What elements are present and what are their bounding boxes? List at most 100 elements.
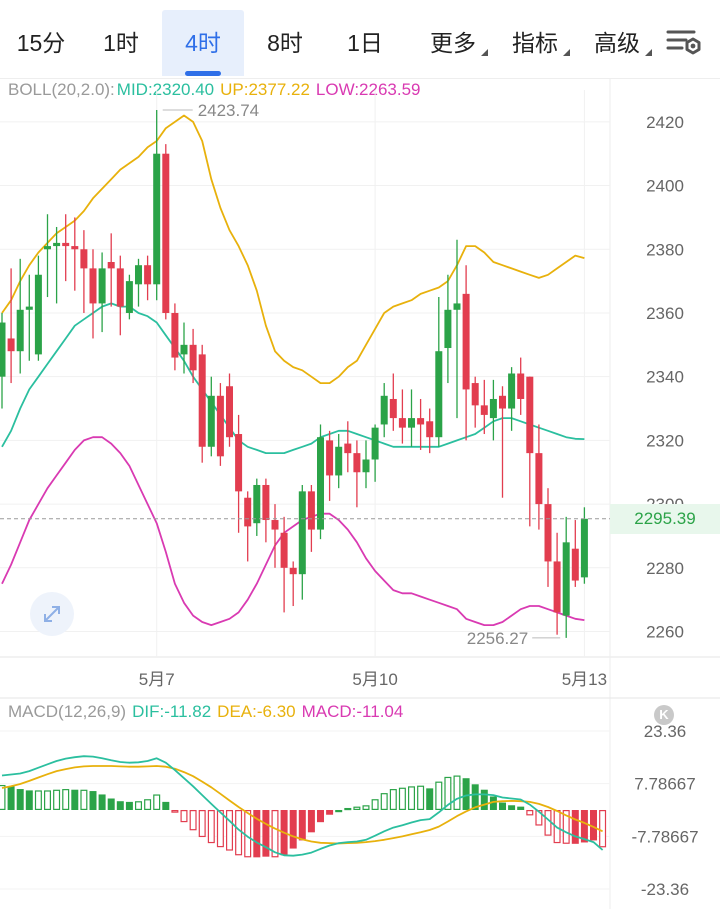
candle-body — [171, 312, 179, 358]
macd-tick-label: -7.78667 — [631, 827, 698, 846]
candle-body — [471, 383, 479, 406]
candle-body — [116, 268, 124, 307]
candle-body — [16, 309, 24, 352]
macd-histogram-bar — [216, 809, 224, 848]
candle-body — [499, 395, 506, 409]
candle-body — [489, 398, 497, 419]
macd-dif-value: DIF:-11.82 — [132, 702, 212, 721]
timeframe-tab-bar: 15分 1时 4时 8时 1日 更多 指标 高级 — [0, 0, 720, 79]
price-tick-label: 2360 — [646, 304, 684, 323]
macd-name: MACD(12,26,9) — [8, 702, 127, 721]
candle-body — [180, 344, 188, 355]
macd-histogram-bar — [335, 809, 343, 813]
macd-histogram-bar — [189, 809, 197, 831]
macd-histogram-bar — [562, 809, 570, 844]
candle-body — [544, 504, 552, 562]
candle-body — [53, 242, 61, 247]
macd-histogram-bar — [453, 775, 461, 811]
macd-histogram-bar — [98, 794, 106, 810]
dropdown-triangle-icon — [645, 49, 652, 56]
boll-up-value: UP:2377.22 — [220, 80, 310, 99]
k-badge-icon[interactable]: K — [654, 705, 674, 725]
macd-histogram-bar — [207, 809, 215, 844]
tab-1h[interactable]: 1时 — [88, 10, 154, 76]
candle-body — [125, 281, 133, 313]
macd-histogram-bar — [590, 810, 597, 841]
candle-body — [135, 265, 142, 285]
low-price-annotation: 2256.27 — [467, 629, 528, 648]
macd-histogram-bar — [144, 799, 152, 810]
macd-histogram-bar — [380, 793, 388, 810]
dropdown-triangle-icon — [481, 49, 488, 56]
tab-label: 1日 — [347, 30, 383, 56]
expand-arrows-icon — [44, 606, 60, 622]
candle-body — [453, 303, 461, 310]
candle-body — [198, 354, 206, 447]
expand-chart-button[interactable] — [30, 592, 74, 636]
macd-histogram-bar — [253, 810, 261, 858]
tab-label: 高级 — [594, 30, 640, 56]
candle-body — [398, 418, 406, 428]
tab-more-dropdown[interactable]: 更多 — [420, 10, 488, 76]
candle-body — [553, 561, 561, 613]
macd-histogram-bar — [489, 796, 497, 810]
candle-body — [262, 484, 270, 521]
macd-histogram-bar — [180, 809, 188, 823]
boll-lower-line — [1, 436, 585, 626]
macd-histogram-bar — [71, 789, 79, 810]
candle-body — [253, 484, 261, 524]
macd-histogram-bar — [62, 789, 70, 810]
tab-8h[interactable]: 8时 — [252, 10, 318, 76]
candle-body — [408, 418, 415, 428]
macd-histogram-bar — [544, 809, 552, 836]
macd-histogram-bar — [153, 794, 161, 811]
macd-dif-line — [1, 755, 604, 857]
macd-histogram-bar — [580, 810, 588, 843]
macd-histogram-bar — [517, 806, 525, 810]
tab-15min[interactable]: 15分 — [8, 10, 74, 76]
candle-body — [307, 491, 315, 530]
macd-histogram-bar — [16, 789, 24, 810]
date-tick-label: 5月13 — [562, 670, 607, 689]
candle-body — [371, 427, 379, 460]
macd-value: MACD:-11.04 — [301, 702, 404, 721]
tab-1d[interactable]: 1日 — [332, 10, 398, 76]
candle-body — [380, 395, 388, 425]
candle-body — [144, 265, 152, 285]
tab-label: 指标 — [512, 30, 558, 56]
candle-body — [226, 386, 233, 438]
candle-body — [517, 373, 525, 399]
macd-panel: 23.367.78667-7.78667-23.36 — [0, 697, 720, 899]
date-tick-label: 5月7 — [139, 670, 175, 689]
candle-body — [298, 491, 306, 575]
boll-mid-line — [1, 302, 585, 455]
macd-histogram-bar — [198, 809, 206, 838]
dropdown-triangle-icon — [563, 49, 570, 56]
chart-settings-button[interactable] — [664, 24, 704, 64]
macd-histogram-bar — [444, 776, 452, 811]
macd-histogram-bar — [599, 809, 607, 848]
candle-body — [435, 351, 443, 438]
candle-body — [389, 398, 397, 419]
macd-dea-line — [1, 765, 603, 845]
tab-advanced-dropdown[interactable]: 高级 — [584, 10, 652, 76]
candle-body — [34, 274, 42, 355]
macd-histogram-bar — [526, 809, 534, 816]
macd-histogram-bar — [7, 786, 15, 810]
candle-body — [0, 322, 6, 377]
tab-label: 8时 — [267, 30, 303, 56]
macd-histogram-bar — [389, 789, 397, 810]
tab-indicators-dropdown[interactable]: 指标 — [502, 10, 570, 76]
macd-histogram-bar — [571, 810, 579, 844]
price-tick-label: 2280 — [646, 559, 684, 578]
tab-4h[interactable]: 4时 — [162, 10, 244, 76]
candle-body — [7, 338, 15, 352]
candle-body — [153, 153, 161, 285]
macd-histogram-bar — [43, 790, 51, 811]
macd-histogram-bar — [426, 788, 434, 810]
price-tick-label: 2380 — [646, 240, 684, 259]
date-tick-label: 5月10 — [352, 670, 397, 689]
macd-histogram-bar — [171, 809, 179, 813]
macd-histogram-bar — [235, 809, 243, 856]
candle-body — [80, 249, 88, 269]
